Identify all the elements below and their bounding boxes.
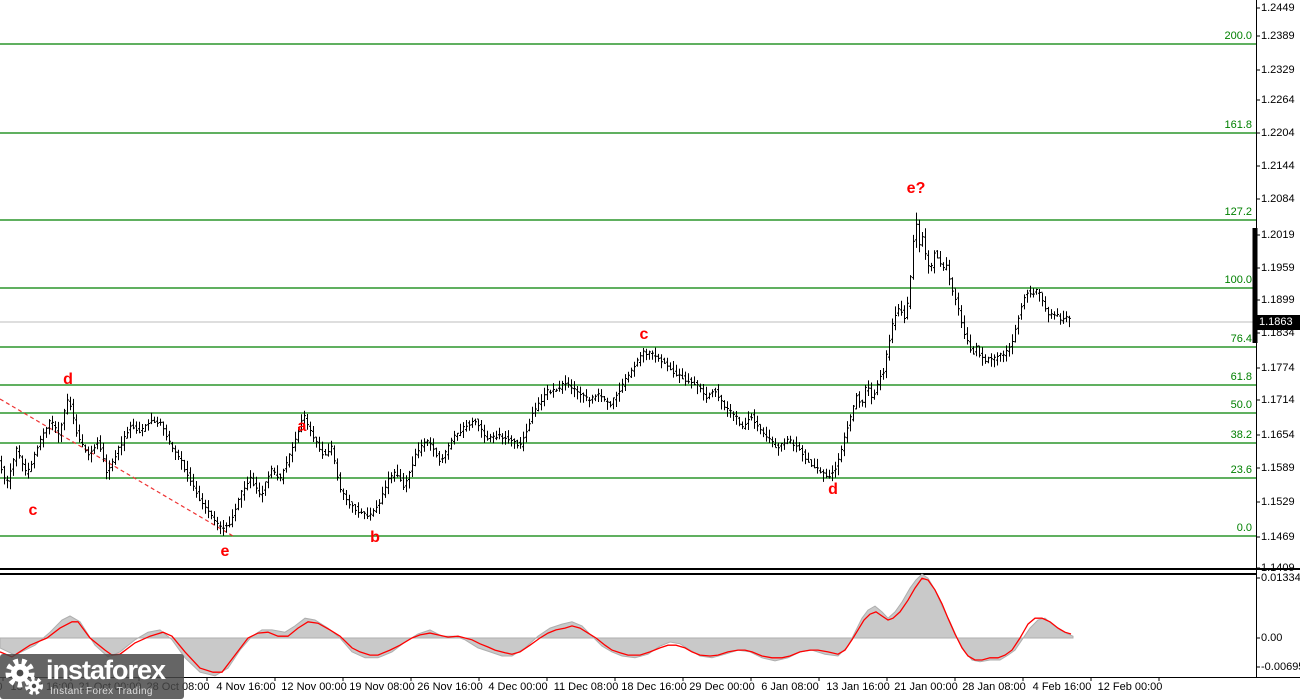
price-axis-label-1.2389: 1.2389 — [1261, 30, 1295, 42]
fib-label-61.8: 61.8 — [1230, 371, 1252, 383]
current-price-badge: 1.1863 — [1256, 315, 1300, 330]
time-axis-label: 19 Nov 08:00 — [349, 681, 415, 693]
time-axis-label: 4 Nov 16:00 — [216, 681, 276, 693]
broker-watermark: instaforex Instant Forex Trading — [0, 654, 184, 699]
price-axis-label-1.2449: 1.2449 — [1261, 2, 1295, 14]
wave-label-d-1: d — [63, 371, 73, 388]
price-axis-label-1.1959: 1.1959 — [1261, 262, 1295, 274]
price-axis-label-1.1774: 1.1774 — [1261, 362, 1295, 374]
gear-icon — [5, 658, 43, 695]
brand-name: instaforex — [46, 655, 166, 685]
time-axis-label: 28 Jan 08:00 — [962, 681, 1026, 693]
main-chart-region[interactable] — [0, 0, 1256, 569]
fib-label-38.2: 38.2 — [1230, 429, 1252, 441]
price-bars — [0, 212, 1071, 536]
wave-label-a-3: a — [297, 418, 307, 435]
time-axis-label: 12 Feb 00:00 — [1097, 681, 1163, 693]
price-axis-label-1.1714: 1.1714 — [1261, 394, 1295, 406]
time-axis-label: 26 Nov 16:00 — [417, 681, 483, 693]
time-axis-label: 6 Jan 08:00 — [761, 681, 819, 693]
brand-tagline: Instant Forex Trading — [50, 686, 153, 697]
price-axis-label-1.2204: 1.2204 — [1261, 127, 1295, 139]
time-axis-label: 18 Dec 16:00 — [621, 681, 687, 693]
axis-edge-marker-bar — [1252, 228, 1258, 343]
price-axis-label-1.1409: 1.1409 — [1261, 562, 1295, 574]
price-axis-label-1.1529: 1.1529 — [1261, 496, 1295, 508]
price-axis-label-1.2019: 1.2019 — [1261, 229, 1295, 241]
descending-trendline — [0, 398, 234, 537]
osc-axis-label--0.00695: -0.00695 — [1261, 661, 1300, 673]
time-axis-label: 29 Dec 00:00 — [689, 681, 755, 693]
price-axis-label-1.1834: 1.1834 — [1261, 327, 1295, 339]
time-axis-label: 21 Jan 00:00 — [894, 681, 958, 693]
osc-axis-label-0.01334: 0.01334 — [1261, 572, 1300, 584]
time-axis-label: 12 Nov 00:00 — [281, 681, 347, 693]
oscillator-signal-line — [0, 577, 1072, 673]
wave-label-b-4: b — [370, 529, 380, 546]
price-axis-label-1.2329: 1.2329 — [1261, 64, 1295, 76]
price-axis-label-1.2264: 1.2264 — [1261, 94, 1295, 106]
wave-label-d-6: d — [828, 481, 838, 498]
price-axis-label-1.1654: 1.1654 — [1261, 429, 1295, 441]
fib-label-76.4: 76.4 — [1230, 333, 1252, 345]
time-axis-label: 13 Jan 16:00 — [826, 681, 890, 693]
time-axis-label: 4 Dec 00:00 — [488, 681, 548, 693]
price-axis-label-1.1589: 1.1589 — [1261, 462, 1295, 474]
fib-label-100.0: 100.0 — [1224, 274, 1252, 286]
price-axis-label-1.1469: 1.1469 — [1261, 531, 1295, 543]
fib-label-23.6: 23.6 — [1230, 464, 1252, 476]
osc-axis-label-0.00: 0.00 — [1261, 632, 1283, 644]
price-axis-label-1.2144: 1.2144 — [1261, 160, 1295, 172]
fib-label-0.0: 0.0 — [1236, 522, 1252, 534]
price-axis-label-1.1899: 1.1899 — [1261, 294, 1295, 306]
wave-label-eq-7: e? — [906, 180, 926, 197]
wave-label-e-2: e — [220, 543, 230, 560]
fib-label-200.0: 200.0 — [1224, 30, 1252, 42]
fib-label-161.8: 161.8 — [1224, 119, 1252, 131]
fib-label-127.2: 127.2 — [1224, 206, 1252, 218]
time-axis-label: 4 Feb 16:00 — [1032, 681, 1092, 693]
price-axis-label-1.2084: 1.2084 — [1261, 193, 1295, 205]
time-axis-label: 11 Dec 08:00 — [553, 681, 619, 693]
wave-label-c-5: c — [639, 326, 649, 343]
fib-label-50.0: 50.0 — [1230, 399, 1252, 411]
wave-label-c-0: c — [28, 502, 38, 519]
